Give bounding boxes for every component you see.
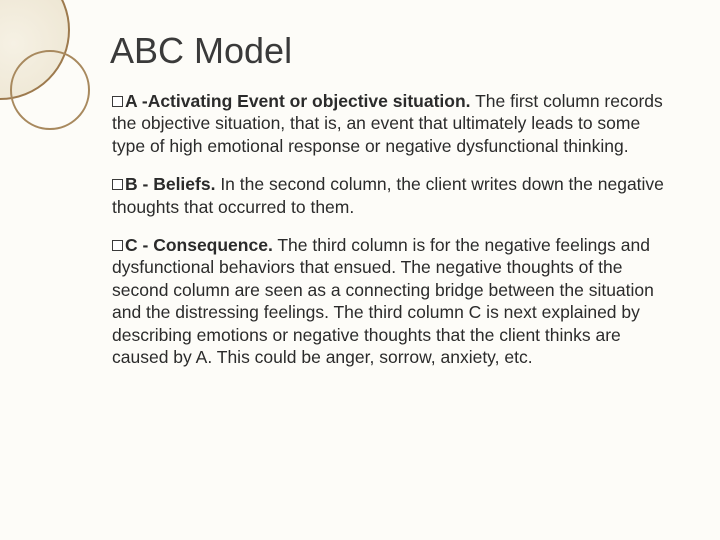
item-lead: - Consequence. xyxy=(138,235,273,255)
item-letter: B xyxy=(125,174,138,194)
slide-content: ABC Model A -Activating Event or objecti… xyxy=(110,30,670,384)
list-item: B - Beliefs. In the second column, the c… xyxy=(110,173,670,218)
page-title: ABC Model xyxy=(110,30,670,72)
item-lead: - Beliefs. xyxy=(138,174,216,194)
list-item: A -Activating Event or objective situati… xyxy=(110,90,670,157)
bullet-box-icon xyxy=(112,240,123,251)
item-letter: A xyxy=(125,91,137,111)
decor-circle-small xyxy=(10,50,90,130)
bullet-box-icon xyxy=(112,96,123,107)
bullet-box-icon xyxy=(112,179,123,190)
item-letter: C xyxy=(125,235,138,255)
item-lead: -Activating Event or objective situation… xyxy=(137,91,471,111)
list-item: C - Consequence. The third column is for… xyxy=(110,234,670,368)
